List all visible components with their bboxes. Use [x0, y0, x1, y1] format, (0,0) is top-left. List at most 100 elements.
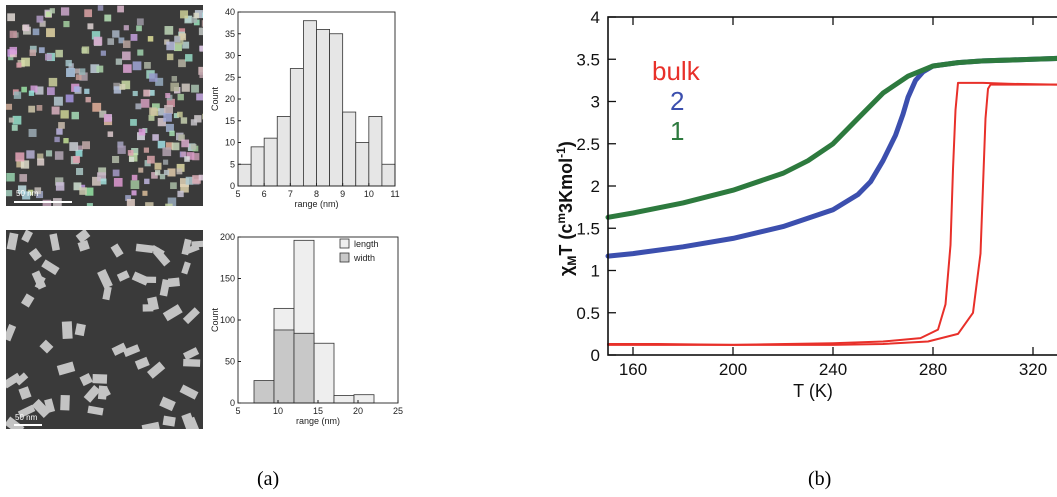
nanoparticle-dot	[145, 202, 154, 206]
nanoparticle-dot	[35, 86, 44, 95]
legend-label-1: 1	[670, 116, 684, 146]
nanoparticle-dot	[34, 187, 42, 194]
legend-label-length: length	[354, 239, 379, 249]
nanoparticle-dot	[75, 149, 83, 157]
x-tick-label: 5	[235, 189, 240, 199]
nanoparticle-dot	[130, 33, 138, 41]
nanoparticle-dot	[60, 7, 70, 16]
y-tick-label: 35	[225, 29, 235, 39]
panel-label-a: (a)	[257, 468, 280, 490]
nanoparticle-dot	[194, 115, 202, 123]
nanoparticle-dot	[74, 68, 80, 74]
scale-bar-bottom	[14, 424, 42, 426]
nanoparticle-dot	[164, 26, 174, 35]
nanoparticle-dot	[163, 113, 172, 122]
micrograph-texture-top	[6, 5, 203, 206]
nanoparticle-dot	[100, 178, 107, 185]
nanoparticle-dot	[36, 105, 43, 111]
nanoparticle-dot	[55, 49, 63, 58]
nanoparticle-dot	[84, 88, 90, 94]
nanorod-shape	[167, 277, 180, 288]
nanoparticle-dot	[129, 156, 135, 162]
nanoparticle-dot	[162, 147, 172, 157]
nanoparticle-dot	[167, 197, 177, 206]
nanoparticle-dot	[28, 105, 36, 113]
nanoparticle-dot	[152, 103, 160, 112]
nanoparticle-dot	[16, 159, 25, 168]
nanoparticle-dot	[179, 178, 189, 188]
nanorod-shape	[102, 286, 112, 301]
nanoparticle-dot	[63, 138, 69, 144]
nanoparticle-dot	[85, 187, 94, 196]
nanorod-shape	[122, 344, 141, 358]
nanoparticle-dot	[112, 155, 120, 164]
nanoparticle-dot	[185, 54, 193, 62]
histogram-bar	[263, 137, 278, 187]
scale-bar-label-top: 50 nm	[16, 189, 39, 198]
nanorod-shape	[92, 374, 108, 384]
nanoparticle-dot	[122, 40, 131, 48]
y-tick-label: 100	[220, 315, 235, 325]
nanorod-shape	[28, 248, 42, 262]
nanoparticle-dot	[81, 46, 90, 54]
nanorod-shape	[111, 342, 128, 356]
y-axis-label: Count	[210, 308, 220, 333]
nanoparticle-dot	[118, 37, 125, 44]
nanoparticle-dot	[171, 142, 180, 151]
nanoparticle-dot	[84, 9, 93, 18]
legend-label-bulk: bulk	[652, 56, 701, 86]
nanoparticle-dot	[148, 114, 155, 121]
nanorod-shape	[41, 259, 60, 276]
nanoparticle-dot	[79, 72, 88, 81]
y-tick-label: 15	[225, 116, 235, 126]
nanoparticle-dot	[90, 64, 100, 74]
nanorod-shape	[152, 247, 171, 267]
nanorod-shape	[31, 398, 51, 418]
y-axis-label: Count	[210, 87, 220, 112]
nanoparticle-dot	[63, 21, 70, 28]
nanoparticle-dot	[136, 18, 144, 26]
nanoparticle-dot	[186, 152, 195, 160]
x-tick-label: 15	[313, 406, 323, 416]
nanorod-shape	[116, 270, 130, 282]
histogram-bar-length	[353, 394, 375, 404]
nanoparticle-dot	[178, 28, 186, 35]
histogram-bar	[342, 111, 357, 187]
nanoparticle-dot	[179, 33, 187, 41]
micrograph-texture-bottom	[6, 230, 203, 429]
y-tick-label: 0	[591, 346, 600, 365]
histogram-bar	[250, 146, 265, 187]
nanoparticle-dot	[115, 58, 123, 65]
x-tick-label: 7	[288, 189, 293, 199]
nanorod-shape	[6, 232, 19, 251]
nanoparticle-dot	[75, 74, 82, 81]
nanorod-shape	[110, 243, 124, 258]
nanoparticle-dot	[12, 115, 22, 125]
nanoparticle-dot	[131, 148, 139, 156]
nanorod-shape	[79, 373, 93, 387]
nanoparticle-dot	[8, 54, 14, 61]
y-tick-label: 200	[220, 232, 235, 242]
nanoparticle-dot	[78, 68, 86, 75]
nanoparticle-dot	[135, 103, 142, 110]
histogram-bar-width	[253, 380, 275, 404]
nanoparticle-dot	[142, 190, 148, 196]
x-tick-label: 10	[364, 189, 374, 199]
y-tick-label: 0	[230, 181, 235, 191]
legend-swatch-width	[339, 252, 350, 263]
nanoparticle-dot	[9, 46, 18, 55]
nanorod-shape	[147, 296, 159, 311]
nanoparticle-dot	[37, 158, 45, 166]
nanoparticle-dot	[166, 53, 174, 61]
nanorod-shape	[181, 238, 192, 256]
nanoparticle-dot	[119, 83, 126, 90]
x-tick-label: 10	[273, 406, 283, 416]
nanoparticle-dot	[123, 25, 129, 31]
nanorod-shape	[181, 412, 197, 429]
nanoparticle-dot	[65, 94, 74, 103]
nanoparticle-dot	[177, 190, 184, 198]
legend-label-2: 2	[670, 86, 684, 116]
nanoparticle-dot	[103, 114, 112, 122]
x-tick-label: 20	[353, 406, 363, 416]
nanorod-shape	[159, 278, 171, 297]
